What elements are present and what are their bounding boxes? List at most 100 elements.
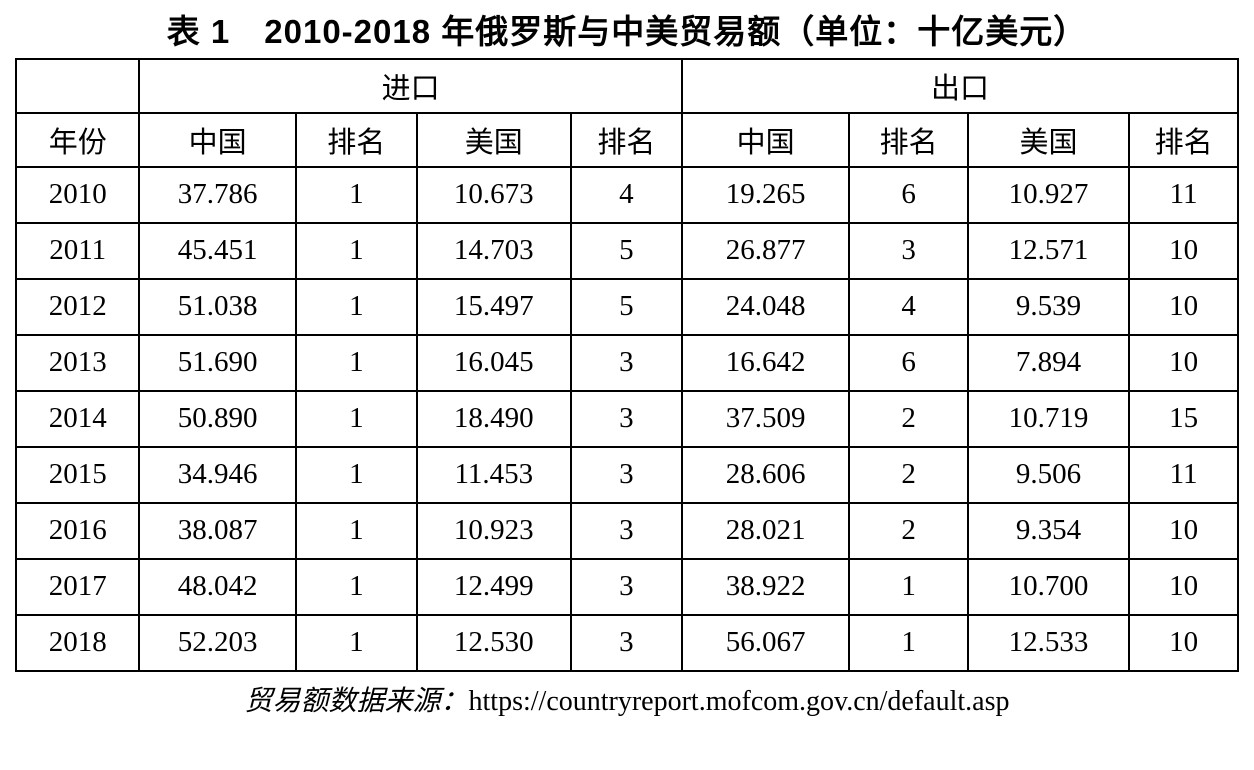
table-row: 2011 45.451 1 14.703 5 26.877 3 12.571 1…	[14, 221, 1239, 280]
table-row: 2017 48.042 1 12.499 3 38.922 1 10.700 1…	[14, 557, 1239, 616]
group-header-import: 进口	[138, 57, 683, 114]
cell-export-usa-value: 9.539	[966, 277, 1131, 336]
cell-export-china-value: 24.048	[680, 277, 851, 336]
cell-year: 2013	[14, 333, 141, 392]
cell-import-china-rank: 1	[294, 445, 418, 504]
cell-year: 2018	[14, 613, 141, 672]
cell-export-usa-value: 10.700	[966, 557, 1131, 616]
cell-export-usa-rank: 10	[1128, 613, 1239, 672]
cell-export-usa-rank: 11	[1128, 165, 1239, 224]
cell-import-usa-rank: 5	[569, 277, 683, 336]
cell-export-usa-value: 12.571	[966, 221, 1131, 280]
cell-year: 2015	[14, 445, 141, 504]
data-source-label: 贸易额数据来源：	[244, 685, 469, 717]
cell-year: 2014	[14, 389, 141, 448]
cell-import-usa-rank: 3	[569, 557, 683, 616]
cell-import-usa-value: 14.703	[415, 221, 572, 280]
cell-export-china-rank: 2	[848, 445, 969, 504]
cell-import-china-rank: 1	[294, 221, 418, 280]
col-header-import-usa-rank: 排名	[569, 111, 683, 168]
cell-import-china-value: 38.087	[138, 501, 297, 560]
cell-import-china-value: 51.690	[138, 333, 297, 392]
table-row: 2012 51.038 1 15.497 5 24.048 4 9.539 10	[14, 277, 1239, 336]
cell-export-china-rank: 6	[848, 165, 969, 224]
cell-export-usa-value: 12.533	[966, 613, 1131, 672]
cell-import-usa-rank: 3	[569, 445, 683, 504]
cell-import-usa-value: 15.497	[415, 277, 572, 336]
cell-export-china-rank: 6	[848, 333, 969, 392]
data-source-note: 贸易额数据来源：https://countryreport.mofcom.gov…	[0, 684, 1254, 720]
col-header-import-usa: 美国	[415, 111, 572, 168]
cell-import-china-value: 37.786	[138, 165, 297, 224]
cell-export-china-value: 38.922	[680, 557, 851, 616]
trade-table: 进口 出口 年份 中国 排名 美国 排名 中国 排名 美国 排名 2010 37…	[14, 57, 1240, 672]
cell-export-usa-value: 10.719	[966, 389, 1131, 448]
cell-export-china-value: 37.509	[680, 389, 851, 448]
table-row: 2015 34.946 1 11.453 3 28.606 2 9.506 11	[14, 445, 1239, 504]
cell-export-usa-rank: 10	[1128, 557, 1239, 616]
group-header-export: 出口	[680, 57, 1240, 114]
cell-export-china-value: 28.606	[680, 445, 851, 504]
cell-export-china-value: 56.067	[680, 613, 851, 672]
cell-import-usa-rank: 3	[569, 501, 683, 560]
col-header-import-china: 中国	[138, 111, 297, 168]
table-row: 2013 51.690 1 16.045 3 16.642 6 7.894 10	[14, 333, 1239, 392]
cell-import-china-rank: 1	[294, 333, 418, 392]
cell-import-china-value: 34.946	[138, 445, 297, 504]
cell-import-china-value: 50.890	[138, 389, 297, 448]
column-header-row: 年份 中国 排名 美国 排名 中国 排名 美国 排名	[14, 111, 1239, 168]
cell-import-china-rank: 1	[294, 557, 418, 616]
cell-export-china-value: 19.265	[680, 165, 851, 224]
cell-import-china-rank: 1	[294, 389, 418, 448]
cell-export-usa-rank: 10	[1128, 333, 1239, 392]
col-header-export-usa: 美国	[966, 111, 1131, 168]
cell-import-usa-rank: 4	[569, 165, 683, 224]
cell-export-usa-value: 9.354	[966, 501, 1131, 560]
cell-export-china-value: 28.021	[680, 501, 851, 560]
col-header-import-china-rank: 排名	[294, 111, 418, 168]
cell-export-usa-rank: 15	[1128, 389, 1239, 448]
cell-import-usa-value: 18.490	[415, 389, 572, 448]
table-row: 2018 52.203 1 12.530 3 56.067 1 12.533 1…	[14, 613, 1239, 672]
cell-import-usa-value: 11.453	[415, 445, 572, 504]
cell-export-china-rank: 4	[848, 277, 969, 336]
cell-import-china-rank: 1	[294, 613, 418, 672]
cell-import-china-rank: 1	[294, 165, 418, 224]
cell-export-usa-value: 9.506	[966, 445, 1131, 504]
cell-import-china-value: 52.203	[138, 613, 297, 672]
cell-import-china-rank: 1	[294, 277, 418, 336]
cell-import-usa-rank: 5	[569, 221, 683, 280]
cell-import-usa-value: 12.499	[415, 557, 572, 616]
table-row: 2010 37.786 1 10.673 4 19.265 6 10.927 1…	[14, 165, 1239, 224]
col-header-export-usa-rank: 排名	[1128, 111, 1239, 168]
cell-year: 2011	[14, 221, 141, 280]
cell-export-usa-rank: 10	[1128, 277, 1239, 336]
cell-import-usa-rank: 3	[569, 613, 683, 672]
table-caption: 表 1 2010-2018 年俄罗斯与中美贸易额（单位：十亿美元）	[166, 13, 1088, 50]
corner-empty-cell	[14, 57, 141, 114]
cell-year: 2016	[14, 501, 141, 560]
cell-import-usa-value: 10.673	[415, 165, 572, 224]
cell-export-china-rank: 3	[848, 221, 969, 280]
cell-export-usa-rank: 10	[1128, 501, 1239, 560]
table-body: 2010 37.786 1 10.673 4 19.265 6 10.927 1…	[14, 165, 1239, 672]
cell-import-china-value: 51.038	[138, 277, 297, 336]
cell-import-usa-rank: 3	[569, 389, 683, 448]
col-header-year: 年份	[14, 111, 141, 168]
cell-export-usa-value: 10.927	[966, 165, 1131, 224]
col-header-export-china-rank: 排名	[848, 111, 969, 168]
col-header-export-china: 中国	[680, 111, 851, 168]
table-row: 2016 38.087 1 10.923 3 28.021 2 9.354 10	[14, 501, 1239, 560]
cell-import-usa-value: 10.923	[415, 501, 572, 560]
cell-year: 2017	[14, 557, 141, 616]
cell-export-usa-rank: 10	[1128, 221, 1239, 280]
data-source-url: https://countryreport.mofcom.gov.cn/defa…	[468, 685, 1010, 717]
cell-import-china-value: 48.042	[138, 557, 297, 616]
cell-export-china-rank: 2	[848, 389, 969, 448]
cell-import-usa-value: 12.530	[415, 613, 572, 672]
cell-export-china-rank: 1	[848, 557, 969, 616]
cell-import-usa-rank: 3	[569, 333, 683, 392]
table-row: 2014 50.890 1 18.490 3 37.509 2 10.719 1…	[14, 389, 1239, 448]
cell-import-china-value: 45.451	[138, 221, 297, 280]
cell-year: 2010	[14, 165, 141, 224]
